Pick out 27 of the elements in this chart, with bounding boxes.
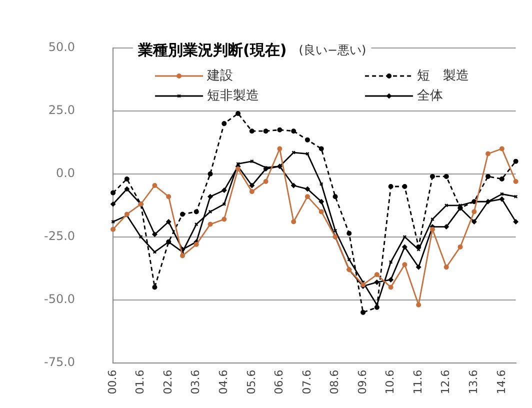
x-tick-label: 06.6 (272, 370, 286, 394)
y-tick-label: 0.0 (56, 166, 76, 180)
y-tick-label: -50.0 (44, 292, 76, 306)
x-tick-label: 14.6 (494, 370, 508, 394)
x-tick-label: 00.6 (106, 370, 119, 394)
x-tick-label: 10.6 (384, 370, 397, 394)
x-tick-label: 05.6 (244, 370, 258, 394)
x-tick-label: 08.6 (328, 370, 342, 394)
y-tick-label: 25.0 (48, 103, 76, 118)
x-tick-label: 09.6 (356, 370, 369, 394)
x-tick-label: 11.6 (411, 370, 424, 394)
y-tick-label: 50.0 (48, 40, 76, 54)
legend-label: 短非製造 (207, 88, 260, 104)
y-tick-label: -75.0 (44, 354, 76, 369)
legend-label: 全体 (417, 88, 444, 104)
chart-title: 業種別業況判断(現在) (137, 40, 287, 59)
x-tick-label: 04.6 (217, 370, 230, 394)
x-tick-label: 07.6 (300, 370, 314, 394)
y-tick-label: -25.0 (44, 229, 76, 244)
x-tick-label: 02.6 (161, 370, 174, 394)
x-tick-label: 13.6 (466, 370, 480, 394)
x-tick-label: 03.6 (189, 370, 202, 394)
x-tick-label: 01.6 (134, 370, 147, 394)
legend-label: 建設 (206, 68, 234, 84)
legend-label: 短 製造 (417, 68, 470, 84)
chart-subtitle: (良い−悪い) (298, 43, 366, 58)
x-tick-label: 12.6 (439, 370, 452, 394)
